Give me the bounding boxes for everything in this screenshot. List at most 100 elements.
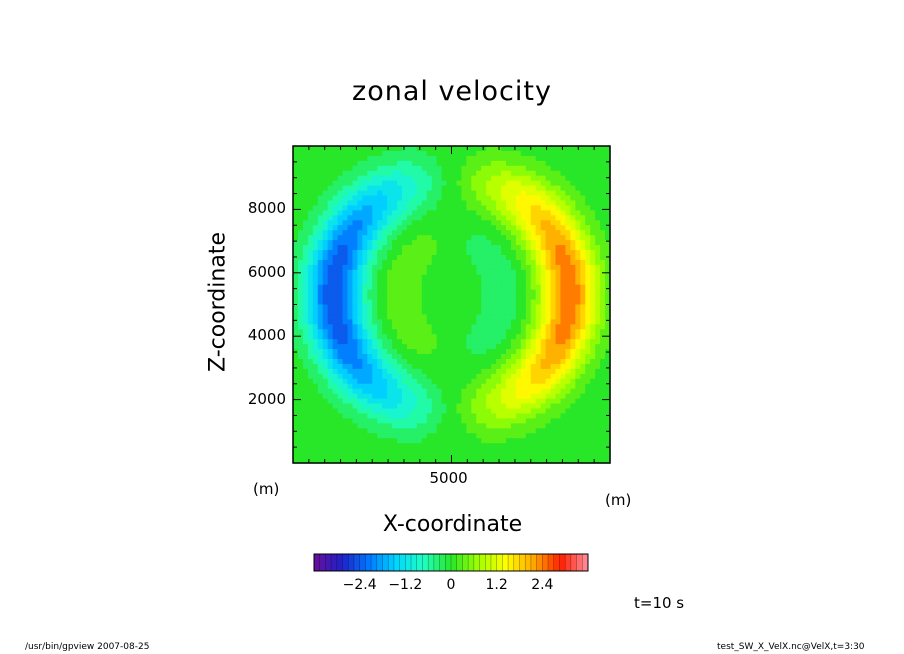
heatmap-cell xyxy=(332,289,339,296)
heatmap-cell xyxy=(505,393,512,400)
heatmap-cell xyxy=(406,299,413,306)
heatmap-cell xyxy=(505,235,512,241)
heatmap-cell xyxy=(446,334,453,340)
heatmap-cell xyxy=(342,329,349,335)
heatmap-cell xyxy=(540,269,547,276)
heatmap-cell xyxy=(382,200,388,207)
heatmap-cell xyxy=(367,443,373,449)
heatmap-cell xyxy=(461,160,467,167)
heatmap-cell xyxy=(505,170,512,177)
heatmap-cell xyxy=(426,368,433,375)
heatmap-cell xyxy=(461,418,467,424)
heatmap-cell xyxy=(441,190,448,197)
heatmap-cell xyxy=(401,165,408,172)
heatmap-cell xyxy=(530,254,537,261)
heatmap-cell xyxy=(387,349,393,355)
heatmap-cell xyxy=(456,448,462,454)
heatmap-cell xyxy=(327,373,334,380)
heatmap-cell xyxy=(362,448,368,454)
heatmap-cell xyxy=(575,254,581,261)
heatmap-cell xyxy=(505,334,512,340)
heatmap-cell xyxy=(466,363,472,370)
heatmap-cell xyxy=(491,150,497,157)
heatmap-cell xyxy=(337,378,344,385)
heatmap-cell xyxy=(565,259,571,266)
heatmap-cell xyxy=(585,418,591,424)
heatmap-cell xyxy=(372,453,378,459)
heatmap-cell xyxy=(357,363,363,370)
heatmap-cell xyxy=(501,146,507,152)
heatmap-cell xyxy=(446,225,453,231)
heatmap-cell xyxy=(565,160,571,167)
heatmap-cell xyxy=(476,453,482,459)
heatmap-cell xyxy=(456,180,462,187)
heatmap-cell xyxy=(585,185,591,192)
heatmap-cell xyxy=(372,230,378,236)
heatmap-cell xyxy=(317,309,324,315)
heatmap-cell xyxy=(461,165,467,172)
heatmap-cell xyxy=(540,250,547,256)
heatmap-cell xyxy=(297,309,304,315)
heatmap-cell xyxy=(387,269,393,276)
heatmap-cell xyxy=(392,363,398,370)
heatmap-cell xyxy=(471,339,477,345)
heatmap-cell xyxy=(505,413,512,420)
heatmap-cell xyxy=(510,448,517,454)
heatmap-cell xyxy=(565,408,571,415)
heatmap-cell xyxy=(293,220,299,226)
heatmap-cell xyxy=(575,378,581,385)
heatmap-cell xyxy=(307,329,314,335)
heatmap-cell xyxy=(317,438,324,444)
heatmap-cell xyxy=(436,319,443,325)
heatmap-cell xyxy=(352,428,358,434)
heatmap-cell xyxy=(456,329,462,335)
heatmap-cell xyxy=(297,259,304,266)
heatmap-cell xyxy=(535,403,542,410)
heatmap-cell xyxy=(461,388,467,395)
heatmap-cell xyxy=(585,428,591,434)
heatmap-cell xyxy=(451,220,458,226)
heatmap-cell xyxy=(297,428,304,434)
heatmap-cell xyxy=(441,403,448,410)
heatmap-cell xyxy=(397,329,403,335)
heatmap-cell xyxy=(372,195,378,202)
heatmap-cell xyxy=(446,324,453,330)
heatmap-cell xyxy=(456,170,462,177)
heatmap-cell xyxy=(357,403,363,410)
heatmap-cell xyxy=(535,378,542,385)
heatmap-cell xyxy=(535,250,542,256)
heatmap-cell xyxy=(362,269,368,276)
heatmap-cell xyxy=(382,160,388,167)
heatmap-cell xyxy=(585,269,591,276)
heatmap-cell xyxy=(387,225,393,231)
heatmap-cell xyxy=(367,299,373,306)
heatmap-cell xyxy=(466,388,472,395)
heatmap-cell xyxy=(372,443,378,449)
heatmap-cell xyxy=(466,299,472,306)
heatmap-cell xyxy=(515,210,522,216)
heatmap-cell xyxy=(461,329,467,335)
heatmap-cell xyxy=(377,150,383,157)
heatmap-cell xyxy=(377,299,383,306)
heatmap-cell xyxy=(406,210,413,216)
heatmap-cell xyxy=(431,314,438,320)
heatmap-cell xyxy=(377,448,383,454)
heatmap-cell xyxy=(337,235,344,241)
heatmap-cell xyxy=(466,185,472,192)
heatmap-cell xyxy=(580,354,586,360)
heatmap-cell xyxy=(406,393,413,400)
heatmap-cell xyxy=(461,235,467,241)
heatmap-cell xyxy=(332,146,339,152)
heatmap-cell xyxy=(560,230,567,236)
heatmap-cell xyxy=(501,190,507,197)
heatmap-cell xyxy=(486,349,492,355)
heatmap-cell xyxy=(530,269,537,276)
heatmap-cell xyxy=(297,344,304,350)
x-tick-label: 5000 xyxy=(429,469,468,487)
heatmap-cell xyxy=(520,363,527,370)
heatmap-cell xyxy=(456,259,462,266)
heatmap-cell xyxy=(580,324,586,330)
heatmap-cell xyxy=(525,363,532,370)
heatmap-cell xyxy=(520,284,527,291)
heatmap-cell xyxy=(486,383,492,390)
